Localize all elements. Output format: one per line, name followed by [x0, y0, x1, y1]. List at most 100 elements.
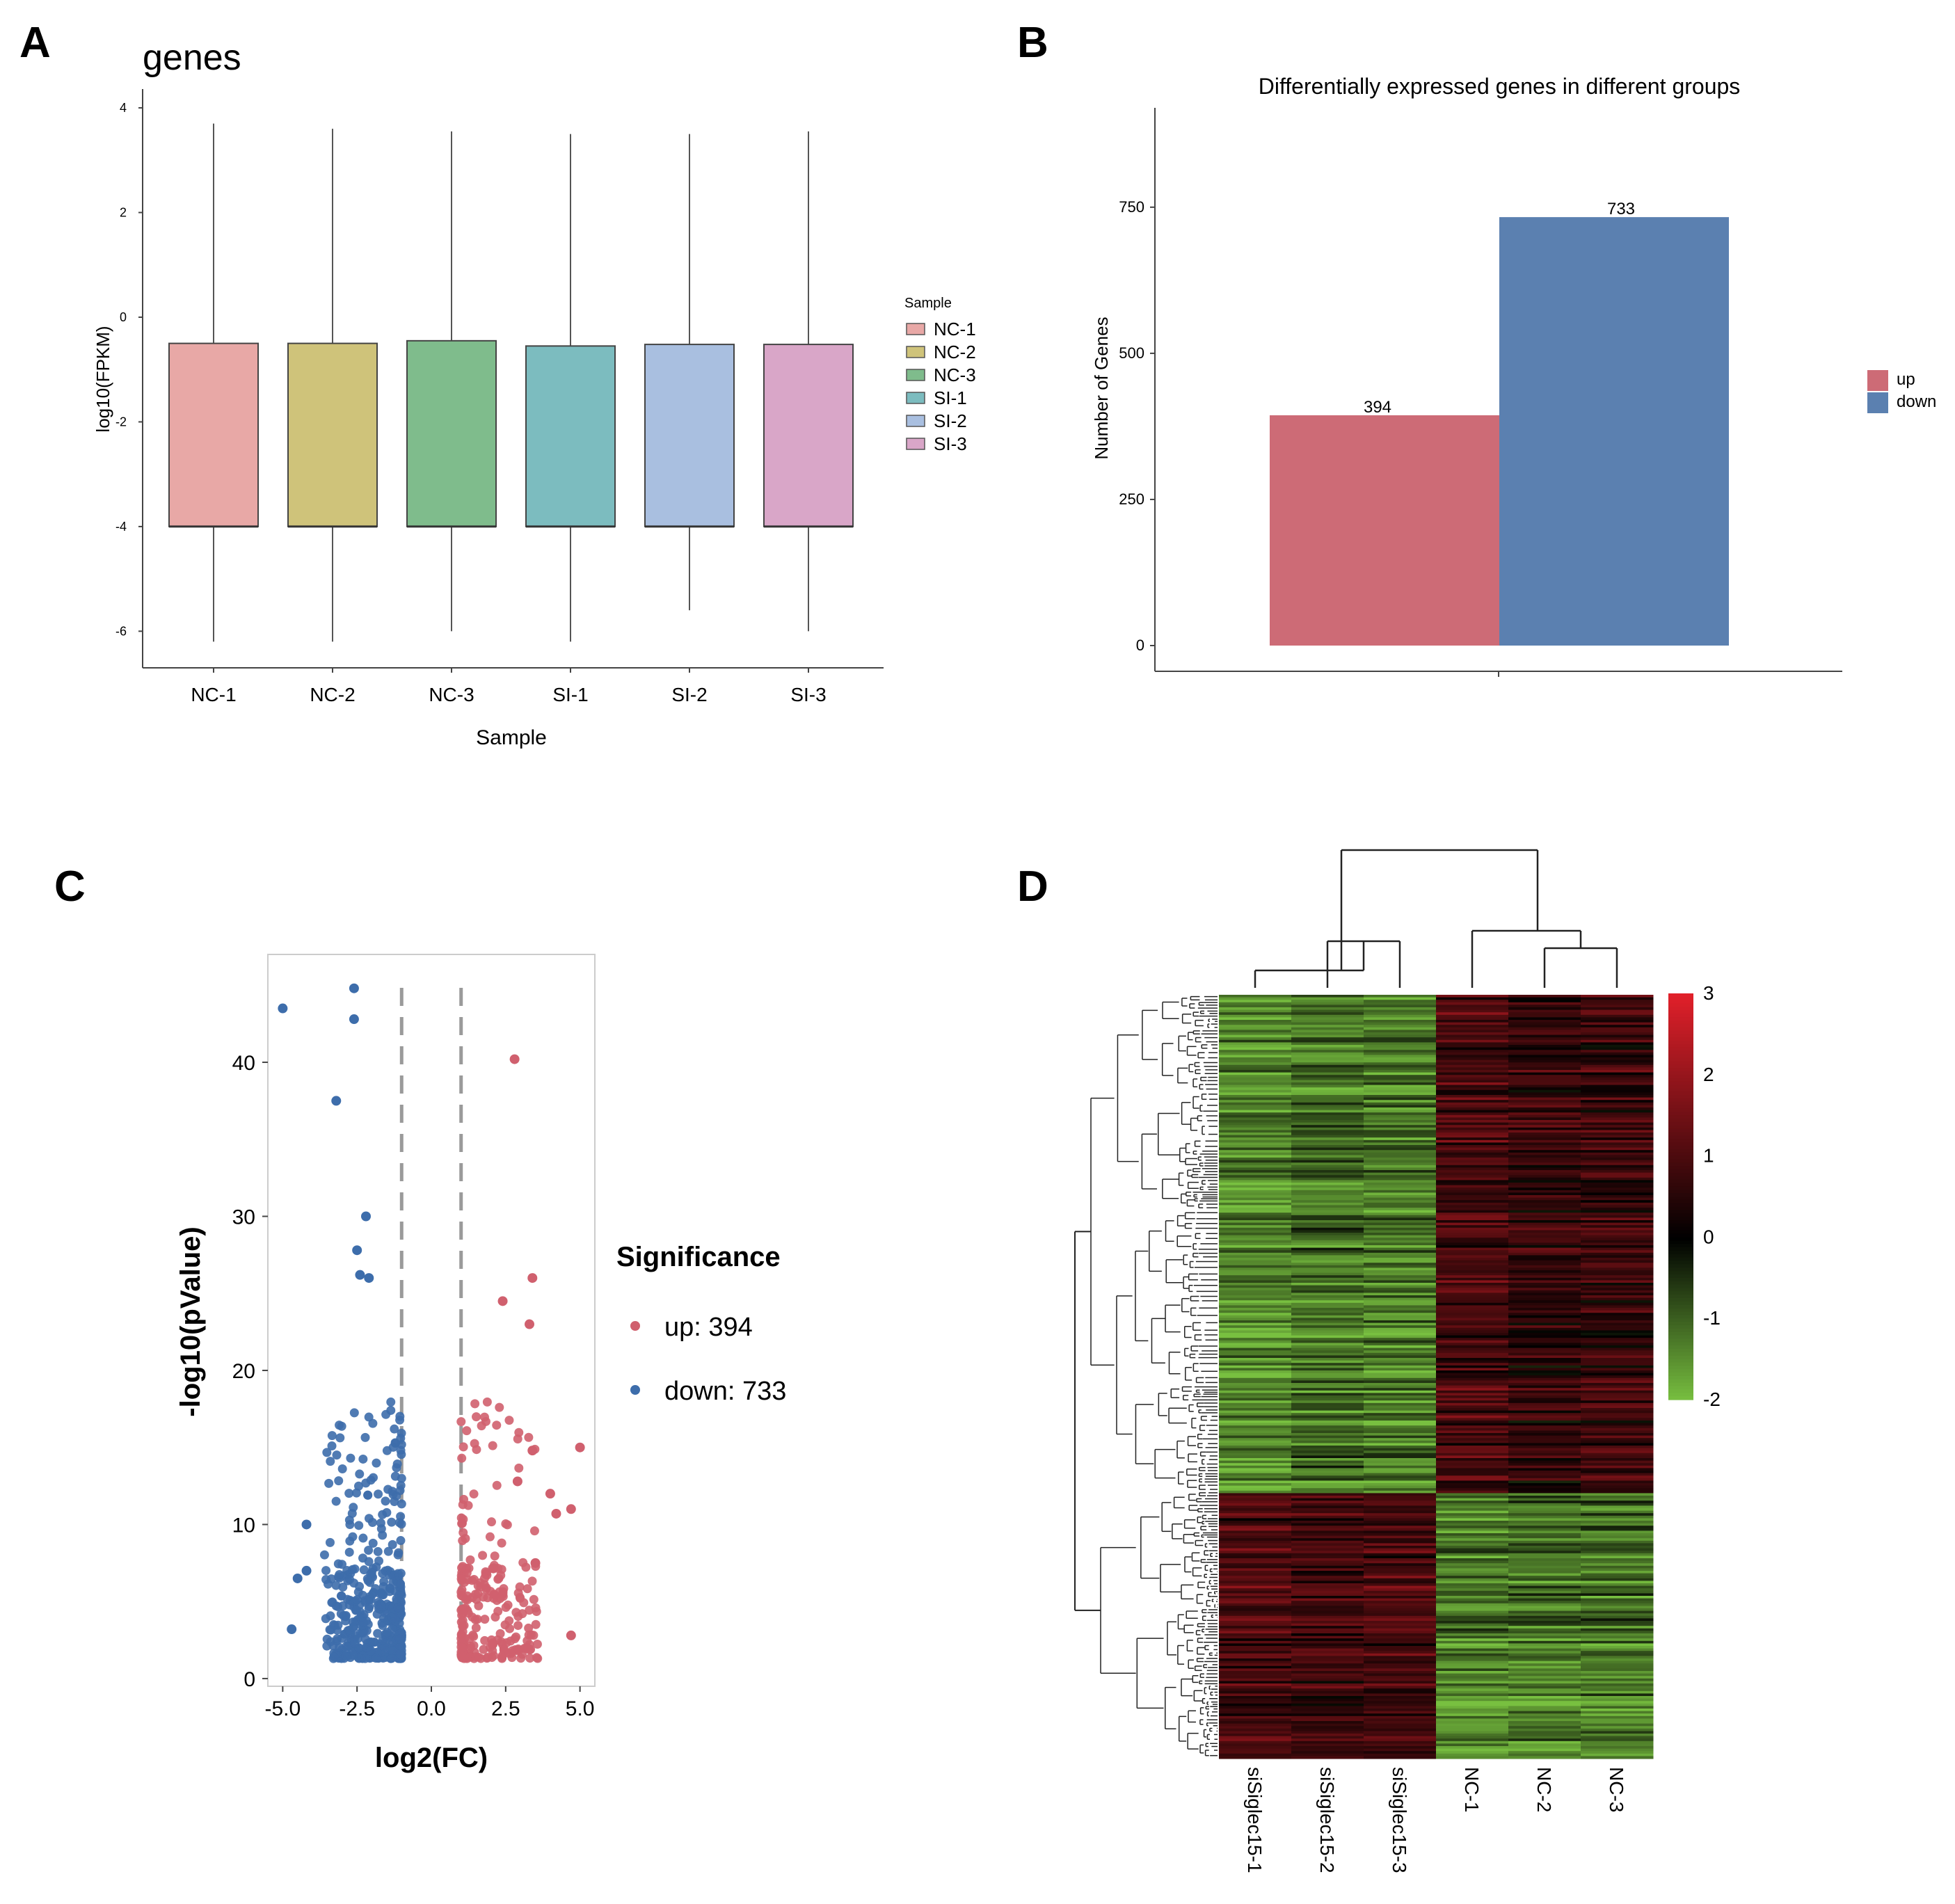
panel-d-cell [1581, 1433, 1654, 1437]
panel-d-cell [1364, 1696, 1437, 1699]
panel-d-cell [1364, 1615, 1437, 1619]
panel-d-cell [1219, 1338, 1292, 1341]
panel-d-cell [1364, 1375, 1437, 1379]
panel-d-cell [1291, 1130, 1364, 1133]
panel-d-cell [1291, 1030, 1364, 1033]
panel-a-box [287, 342, 378, 527]
panel-d-cell [1436, 1087, 1509, 1091]
panel-d-cell [1364, 1400, 1437, 1404]
panel-d-cell [1291, 1443, 1364, 1446]
panel-d-cell [1219, 1568, 1292, 1571]
panel-d-cell [1508, 1673, 1581, 1677]
panel-d-cell [1581, 1080, 1654, 1083]
panel-d-cell [1508, 1651, 1581, 1654]
panel-d-cell [1436, 1706, 1509, 1709]
panel-d-cell [1436, 1267, 1509, 1271]
panel-d-cell [1291, 1713, 1364, 1717]
panel-d-cell [1508, 1343, 1581, 1346]
panel-d-cell [1436, 1130, 1509, 1133]
panel-d-cell [1508, 1352, 1581, 1356]
panel-d-cell [1364, 1508, 1437, 1512]
panel-d-cell [1436, 1731, 1509, 1734]
panel-d-cell [1291, 1496, 1364, 1499]
panel-d-cell [1436, 1756, 1509, 1759]
panel-d-cell [1364, 1162, 1437, 1166]
panel-d-cell [1581, 1395, 1654, 1399]
panel-c-point [529, 1594, 538, 1604]
panel-c-y-label: -log10(pValue) [175, 1226, 206, 1416]
panel-d-cell [1508, 1265, 1581, 1268]
panel-d-cell [1364, 1530, 1437, 1534]
panel-d-cell [1581, 1152, 1654, 1155]
panel-d-cell [1364, 1295, 1437, 1299]
panel-d-cell [1436, 1350, 1509, 1354]
panel-c-point [373, 1546, 383, 1556]
panel-d-colorbar-segment [1668, 1352, 1693, 1357]
panel-c-point [325, 1537, 335, 1547]
panel-d-cell [1364, 1165, 1437, 1168]
panel-d-colorbar-segment [1668, 1311, 1693, 1315]
panel-d-cell [1219, 1057, 1292, 1061]
panel-d-cell [1219, 1383, 1292, 1386]
panel-d-cell [1364, 1671, 1437, 1674]
panel-d-cell [1219, 1285, 1292, 1288]
panel-d-colorbar-segment [1668, 1132, 1693, 1136]
panel-d-cell [1291, 1300, 1364, 1304]
panel-d-cell [1219, 1230, 1292, 1233]
panel-d-cell [1508, 1713, 1581, 1717]
panel-c-point [473, 1581, 483, 1590]
panel-d-cell [1291, 1080, 1364, 1083]
panel-d-cell [1291, 1027, 1364, 1030]
panel-d-cell [1581, 1601, 1654, 1604]
panel-d-cell [1219, 1656, 1292, 1659]
panel-d-cell [1581, 1130, 1654, 1133]
panel-d-cell [1508, 1230, 1581, 1233]
panel-d-cell [1219, 1668, 1292, 1672]
panel-d-cell [1219, 1288, 1292, 1291]
panel-d-cell [1508, 1272, 1581, 1276]
panel-d-colorbar-segment [1668, 1335, 1693, 1339]
panel-d-cell [1364, 1139, 1437, 1143]
panel-d-cell [1581, 1180, 1654, 1183]
panel-d-cell [1581, 1052, 1654, 1055]
panel-d-cell [1581, 1087, 1654, 1091]
panel-d-colorbar-segment [1668, 1362, 1693, 1366]
panel-d-cell [1436, 1501, 1509, 1504]
panel-d-cell [1219, 1007, 1292, 1011]
panel-d-cell [1219, 1185, 1292, 1188]
panel-d-colorbar-segment [1668, 1226, 1693, 1231]
panel-d-cell [1364, 1460, 1437, 1464]
panel-d-cell [1291, 1601, 1364, 1604]
panel-d-cell [1291, 1242, 1364, 1246]
panel-d-cell [1508, 1293, 1581, 1296]
panel-d-cell [1291, 1187, 1364, 1191]
panel-d-cell [1581, 1297, 1654, 1301]
panel-d-cell [1291, 1543, 1364, 1546]
panel-d-cell [1581, 1613, 1654, 1617]
panel-d-cell [1219, 1709, 1292, 1712]
panel-d-cell [1219, 1170, 1292, 1174]
panel-d-cell [1581, 1067, 1654, 1071]
panel-d-cell [1219, 1097, 1292, 1101]
panel-d-cell [1364, 1678, 1437, 1681]
panel-d-cell [1508, 1190, 1581, 1193]
panel-d-cell [1219, 1162, 1292, 1166]
panel-d-cell [1581, 1142, 1654, 1146]
panel-d-cell [1436, 1433, 1509, 1437]
panel-c-point [514, 1427, 524, 1437]
panel-d-cell [1291, 1463, 1364, 1466]
panel-d-cell [1581, 1523, 1654, 1526]
panel-d-cell [1219, 1496, 1292, 1499]
panel-c-point [524, 1432, 534, 1442]
panel-d-cell [1364, 1100, 1437, 1103]
panel-d-cell [1364, 1433, 1437, 1437]
panel-d-cell [1364, 1032, 1437, 1036]
panel-d-colorbar-segment [1668, 1007, 1693, 1011]
panel-c-point [364, 1514, 374, 1523]
panel-d-cell [1508, 1222, 1581, 1226]
panel-d-cell [1219, 1363, 1292, 1366]
panel-d-cell [1508, 995, 1581, 998]
panel-d-cell [1581, 1415, 1654, 1418]
panel-d-cell [1219, 1601, 1292, 1604]
panel-d-cell [1436, 1288, 1509, 1291]
